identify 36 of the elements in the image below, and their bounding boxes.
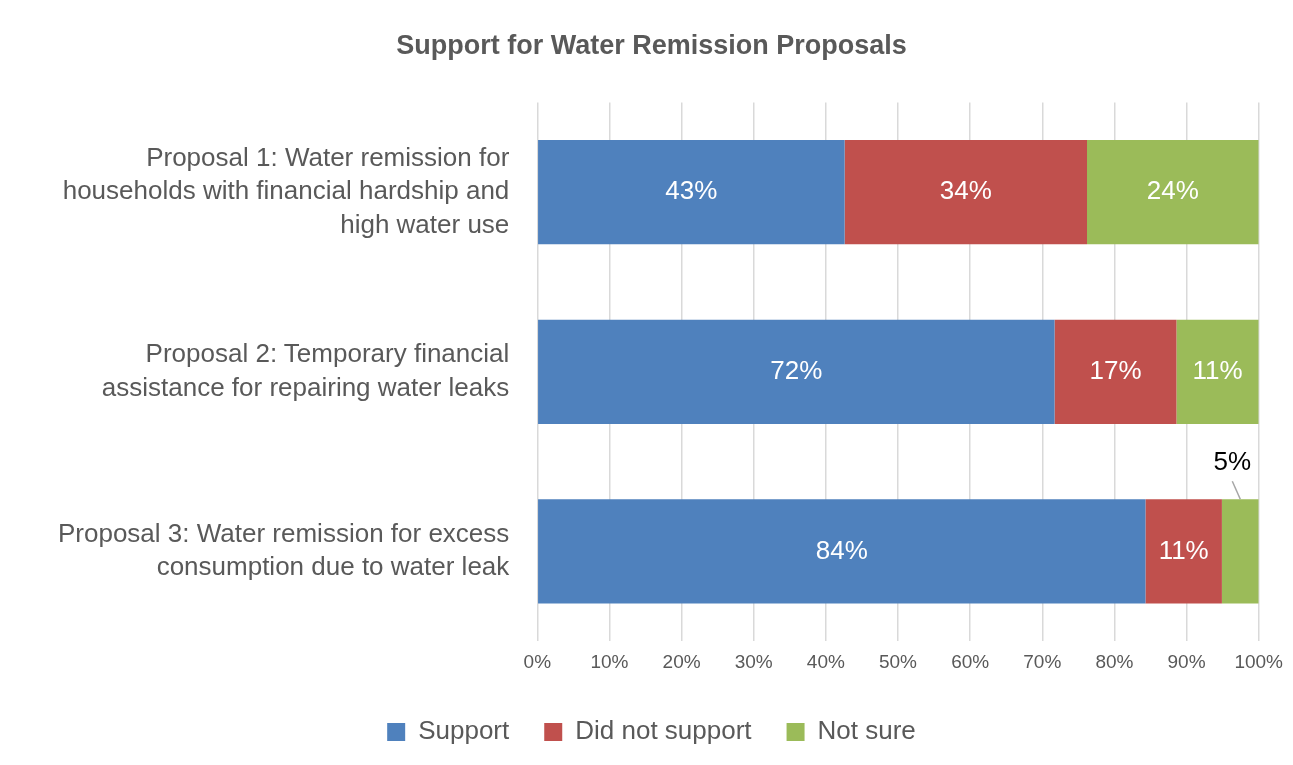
- bar: [538, 499, 1146, 604]
- x-tick-label: 30%: [734, 650, 773, 672]
- data-label: 5%: [1213, 446, 1252, 477]
- legend-label: Support: [418, 715, 511, 746]
- data-label: 34%: [939, 175, 992, 206]
- data-label: 17%: [1089, 354, 1142, 385]
- x-tick-label: 20%: [662, 650, 701, 672]
- x-tick-label: 70%: [1023, 650, 1062, 672]
- bar: [538, 319, 1055, 424]
- data-label: 11%: [1192, 354, 1243, 385]
- data-label: 84%: [815, 534, 868, 565]
- y-tick-label: Proposal 3: Water remission for excess consumption due to water leak: [57, 517, 511, 582]
- x-tick-label: 100%: [1234, 650, 1284, 672]
- bar: [1221, 499, 1259, 604]
- data-label: 43%: [665, 175, 718, 206]
- y-tick-label: Proposal 2: Temporary financial assistance for repairing water leaks: [101, 338, 510, 402]
- x-tick-label: 50%: [878, 650, 918, 672]
- x-tick-label: 60%: [951, 650, 990, 672]
- data-label: 72%: [770, 354, 823, 385]
- bar: [538, 140, 845, 245]
- bar: [844, 140, 1088, 245]
- legend-label: Did not support: [575, 715, 753, 746]
- x-tick-label: 0%: [523, 650, 552, 672]
- x-tick-label: 90%: [1167, 650, 1206, 672]
- bar: [1087, 140, 1259, 245]
- legend-label: Not sure: [817, 715, 916, 746]
- data-label: 11%: [1158, 534, 1209, 565]
- bar: [1054, 319, 1177, 424]
- x-tick-label: 80%: [1095, 650, 1134, 672]
- bar: [1145, 499, 1222, 604]
- bar: [1176, 319, 1259, 424]
- y-tick-label: Proposal 1: Water remission for households with financial hardship and high water use: [62, 141, 510, 240]
- data-label: 24%: [1146, 175, 1199, 206]
- chart-title: Support for Water Remission Proposals: [396, 29, 907, 60]
- x-tick-label: 10%: [590, 650, 629, 672]
- x-tick-label: 40%: [806, 650, 845, 672]
